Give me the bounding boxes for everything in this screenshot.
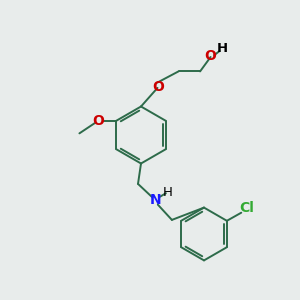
Text: Cl: Cl [239,201,254,215]
Text: O: O [204,50,216,63]
Text: O: O [92,114,104,128]
Text: H: H [163,185,173,199]
Text: O: O [152,80,164,94]
Text: N: N [150,194,161,207]
Text: H: H [216,42,228,55]
